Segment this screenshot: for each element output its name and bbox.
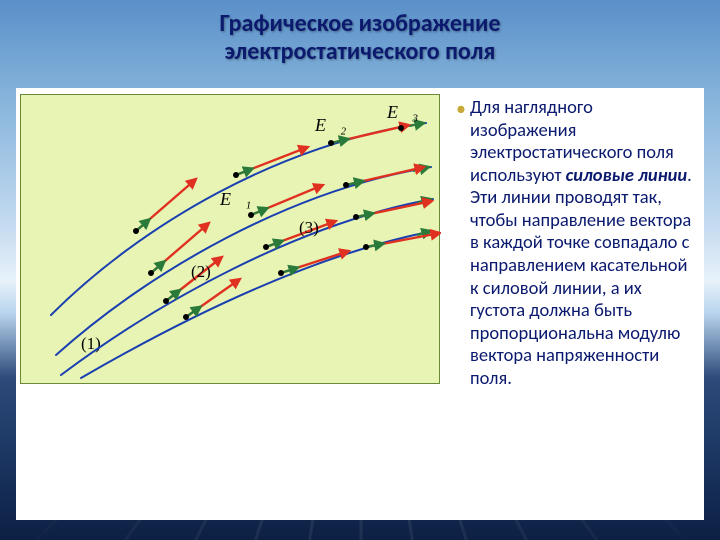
svg-text:E⃗₁: E⃗₁ xyxy=(219,189,251,209)
figure-wrap: E⃗₁ E⃗₂ E⃗₃ (1) (2) (3) xyxy=(16,88,446,520)
text-column: • Для наглядного изображения электростат… xyxy=(446,88,704,520)
para-post: . Эти линии проводят так, чтобы направле… xyxy=(470,163,692,389)
svg-text:(3): (3) xyxy=(299,218,319,237)
bullet-item: • Для наглядного изображения электростат… xyxy=(452,96,692,389)
svg-text:(1): (1) xyxy=(81,334,101,353)
svg-text:(2): (2) xyxy=(191,262,211,281)
svg-text:E⃗₃: E⃗₃ xyxy=(386,102,418,122)
content-panel: E⃗₁ E⃗₂ E⃗₃ (1) (2) (3) • Для наглядного изоб… xyxy=(16,88,704,520)
title-line-2: электростатического поля xyxy=(0,38,720,66)
svg-text:E⃗₂: E⃗₂ xyxy=(314,115,346,135)
field-lines-figure: E⃗₁ E⃗₂ E⃗₃ (1) (2) (3) xyxy=(20,94,440,384)
figure-svg: E⃗₁ E⃗₂ E⃗₃ (1) (2) (3) xyxy=(21,95,441,385)
bullet-icon: • xyxy=(452,99,470,119)
paragraph: Для наглядного изображения электростатич… xyxy=(470,96,692,389)
para-keyword: силовые линии xyxy=(566,163,687,186)
slide-title: Графическое изображение электростатическ… xyxy=(0,10,720,67)
title-line-1: Графическое изображение xyxy=(0,10,720,38)
